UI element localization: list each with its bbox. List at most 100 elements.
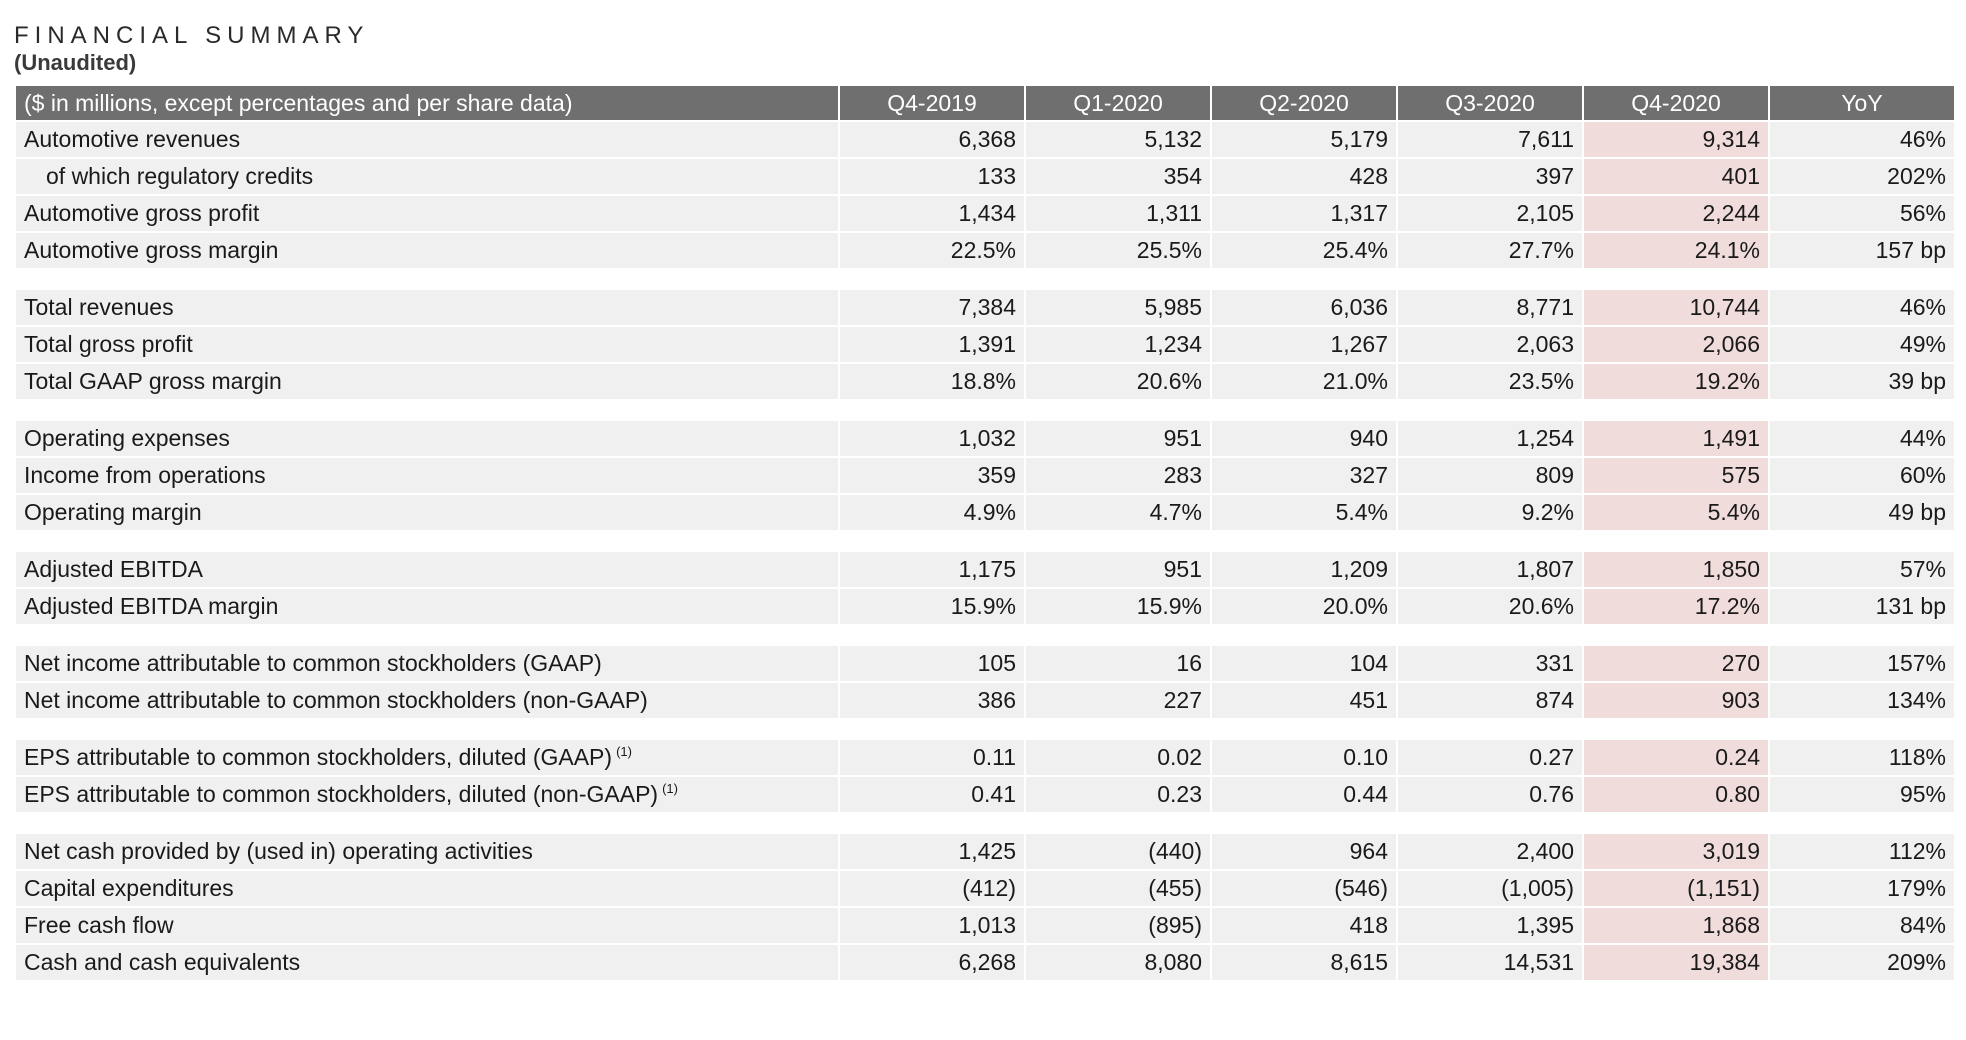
row-label: Total revenues [16, 290, 838, 325]
row-label-text: Income from operations [24, 462, 266, 488]
value-cell-yoy: 60% [1770, 458, 1954, 493]
value-cell-q3-2020: 2,105 [1398, 196, 1582, 231]
table-row: Operating expenses 1,032 951 940 1,254 1,491 4… [16, 421, 1954, 456]
value-cell-q1-2020: (455) [1026, 871, 1210, 906]
value-cell-q2-2020: 20.0% [1212, 589, 1396, 624]
value-cell-q1-2020: 0.23 [1026, 777, 1210, 812]
value-cell-q4-2019: 0.11 [840, 740, 1024, 775]
group-spacer [16, 270, 1954, 288]
row-label-text: Total GAAP gross margin [24, 368, 282, 394]
footnote-marker: (1) [616, 744, 632, 760]
value-cell-q3-2020: 7,611 [1398, 122, 1582, 157]
row-label: Total gross profit [16, 327, 838, 362]
table-row: EPS attributable to common stockholders,… [16, 777, 1954, 812]
table-row: Automotive gross margin 22.5% 25.5% 25.4% 27… [16, 233, 1954, 268]
value-cell-q4-2019: 18.8% [840, 364, 1024, 399]
table-row: Total gross profit 1,391 1,234 1,267 2,063 2,… [16, 327, 1954, 362]
value-cell-yoy: 118% [1770, 740, 1954, 775]
value-cell-q2-2020: 418 [1212, 908, 1396, 943]
row-label-text: Total gross profit [24, 331, 193, 357]
value-cell-q2-2020: 451 [1212, 683, 1396, 718]
table-row: Adjusted EBITDA margin 15.9% 15.9% 20.0% 20.… [16, 589, 1954, 624]
value-cell-yoy: 46% [1770, 290, 1954, 325]
group-spacer [16, 814, 1954, 832]
value-cell-q4-2020: (1,151) [1584, 871, 1768, 906]
row-label-text: Automotive gross profit [24, 200, 260, 226]
value-cell-q4-2020: 575 [1584, 458, 1768, 493]
value-cell-q1-2020: 25.5% [1026, 233, 1210, 268]
group-spacer [16, 626, 1954, 644]
value-cell-q3-2020: 331 [1398, 646, 1582, 681]
value-cell-q1-2020: 20.6% [1026, 364, 1210, 399]
value-cell-q2-2020: 104 [1212, 646, 1396, 681]
value-cell-q1-2020: 354 [1026, 159, 1210, 194]
table-body: Automotive revenues 6,368 5,132 5,179 7,611 9… [16, 122, 1954, 980]
value-cell-q2-2020: 6,036 [1212, 290, 1396, 325]
value-cell-q3-2020: 1,254 [1398, 421, 1582, 456]
row-label: Automotive gross margin [16, 233, 838, 268]
row-label: Adjusted EBITDA [16, 552, 838, 587]
spacer-cell [16, 814, 1954, 832]
row-label-text: Total revenues [24, 294, 174, 320]
value-cell-yoy: 134% [1770, 683, 1954, 718]
table-row: Income from operations 359 283 327 809 575 60% [16, 458, 1954, 493]
value-cell-q3-2020: 874 [1398, 683, 1582, 718]
spacer-cell [16, 270, 1954, 288]
value-cell-q4-2020: 24.1% [1584, 233, 1768, 268]
value-cell-q2-2020: 5,179 [1212, 122, 1396, 157]
footnote-marker: (1) [662, 781, 678, 797]
value-cell-q2-2020: 8,615 [1212, 945, 1396, 980]
table-row: EPS attributable to common stockholders,… [16, 740, 1954, 775]
row-label: Free cash flow [16, 908, 838, 943]
value-cell-q4-2019: 15.9% [840, 589, 1024, 624]
row-label: EPS attributable to common stockholders,… [16, 777, 838, 812]
page-title: FINANCIAL SUMMARY [14, 22, 370, 49]
value-cell-q2-2020: 0.10 [1212, 740, 1396, 775]
value-cell-yoy: 56% [1770, 196, 1954, 231]
value-cell-yoy: 57% [1770, 552, 1954, 587]
row-label: Operating expenses [16, 421, 838, 456]
value-cell-q2-2020: 1,209 [1212, 552, 1396, 587]
value-cell-yoy: 157% [1770, 646, 1954, 681]
column-header-q4-2019: Q4-2019 [840, 86, 1024, 120]
value-cell-yoy: 44% [1770, 421, 1954, 456]
value-cell-yoy: 46% [1770, 122, 1954, 157]
spacer-cell [16, 626, 1954, 644]
value-cell-q2-2020: 0.44 [1212, 777, 1396, 812]
value-cell-yoy: 39 bp [1770, 364, 1954, 399]
group-spacer [16, 401, 1954, 419]
value-cell-q3-2020: 1,807 [1398, 552, 1582, 587]
row-label: Net income attributable to common stockh… [16, 646, 838, 681]
value-cell-q4-2020: 401 [1584, 159, 1768, 194]
table-row: Adjusted EBITDA 1,175 951 1,209 1,807 1,850 57… [16, 552, 1954, 587]
row-label-text: Operating margin [24, 499, 202, 525]
column-header-yoy: YoY [1770, 86, 1954, 120]
value-cell-yoy: 49% [1770, 327, 1954, 362]
spacer-cell [16, 720, 1954, 738]
value-cell-q4-2020: 0.24 [1584, 740, 1768, 775]
value-cell-q4-2019: 6,368 [840, 122, 1024, 157]
row-label: Operating margin [16, 495, 838, 530]
value-cell-q4-2020: 270 [1584, 646, 1768, 681]
value-cell-q4-2020: 0.80 [1584, 777, 1768, 812]
row-label: Adjusted EBITDA margin [16, 589, 838, 624]
value-cell-q4-2019: 1,013 [840, 908, 1024, 943]
value-cell-q1-2020: 4.7% [1026, 495, 1210, 530]
value-cell-q2-2020: 428 [1212, 159, 1396, 194]
row-label-text: Adjusted EBITDA [24, 556, 203, 582]
row-label: of which regulatory credits [16, 159, 838, 194]
row-label: Total GAAP gross margin [16, 364, 838, 399]
column-header-q2-2020: Q2-2020 [1212, 86, 1396, 120]
value-cell-q4-2019: 1,391 [840, 327, 1024, 362]
row-label-text: Cash and cash equivalents [24, 949, 301, 975]
row-label: Capital expenditures [16, 871, 838, 906]
value-cell-q2-2020: 21.0% [1212, 364, 1396, 399]
column-header-q1-2020: Q1-2020 [1026, 86, 1210, 120]
row-label-text: Automotive gross margin [24, 237, 279, 263]
spacer-cell [16, 532, 1954, 550]
header-label-cell: ($ in millions, except percentages and p… [16, 86, 838, 120]
row-label-text: of which regulatory credits [46, 163, 314, 189]
row-label: Net income attributable to common stockh… [16, 683, 838, 718]
row-label: EPS attributable to common stockholders,… [16, 740, 838, 775]
value-cell-yoy: 209% [1770, 945, 1954, 980]
